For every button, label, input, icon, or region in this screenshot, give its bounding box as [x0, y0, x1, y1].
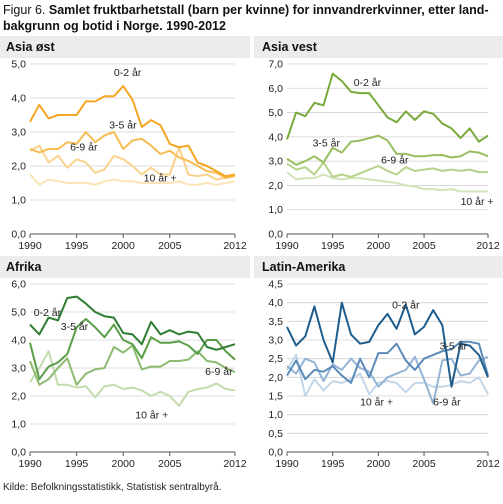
- series-label-afrika-2: 6-9 år: [205, 366, 233, 378]
- x-tick-afrika-2: 2000: [112, 458, 136, 470]
- y-tick-afrika-6: 6,0: [11, 279, 26, 291]
- figure-title: Figur 6. Samlet fruktbarhetstall (barn p…: [3, 2, 498, 34]
- series-label-latin-amerika-0: 0-2 år: [392, 299, 420, 311]
- y-tick-latin-amerika-5: 2,5: [268, 353, 283, 365]
- x-tick-asia-vest-0: 1990: [275, 240, 299, 252]
- y-tick-asia-vest-0: 0,0: [268, 229, 283, 241]
- y-tick-latin-amerika-6: 3,0: [268, 335, 283, 347]
- y-tick-latin-amerika-1: 0,5: [268, 428, 283, 440]
- x-tick-latin-amerika-1: 1995: [321, 458, 345, 470]
- y-tick-asia-vest-4: 4,0: [268, 131, 283, 143]
- panel-header-bg-latin-amerika: [254, 256, 503, 278]
- x-tick-asia-vest-4: 2012: [476, 240, 500, 252]
- series-label-afrika-1: 3-5 år: [61, 321, 89, 333]
- x-tick-afrika-0: 1990: [18, 458, 42, 470]
- y-tick-latin-amerika-7: 3,5: [268, 316, 283, 328]
- y-tick-asia-ost-0: 0,0: [11, 229, 26, 241]
- x-tick-afrika-1: 1995: [65, 458, 89, 470]
- panel-title-asia-ost: Asia øst: [6, 40, 55, 54]
- series-label-afrika-0: 0-2 år: [34, 307, 62, 319]
- x-tick-asia-ost-1: 1995: [65, 240, 89, 252]
- series-line-latin-amerika-2: [286, 355, 489, 405]
- x-tick-asia-ost-2: 2000: [112, 240, 136, 252]
- y-tick-afrika-0: 0,0: [11, 447, 26, 459]
- y-tick-latin-amerika-9: 4,5: [268, 279, 283, 291]
- y-tick-asia-vest-6: 6,0: [268, 83, 283, 95]
- x-tick-latin-amerika-4: 2012: [476, 458, 500, 470]
- series-label-asia-vest-1: 3-5 år: [313, 138, 341, 150]
- y-tick-asia-ost-5: 5,0: [11, 59, 26, 71]
- y-tick-asia-vest-2: 2,0: [268, 180, 283, 192]
- series-label-asia-vest-2: 6-9 år: [381, 155, 409, 167]
- series-line-asia-vest-3: [286, 171, 488, 193]
- panel-title-latin-amerika: Latin-Amerika: [262, 260, 346, 274]
- series-line-afrika-1: [29, 318, 236, 381]
- series-line-asia-ost-3: [29, 173, 236, 186]
- y-tick-asia-ost-4: 4,0: [11, 93, 26, 105]
- y-tick-asia-ost-2: 2,0: [11, 161, 26, 173]
- series-line-afrika-0: [29, 295, 236, 351]
- series-label-latin-amerika-1: 3-5 år: [440, 340, 468, 352]
- figure-title-line2: bakgrunn og botid i Norge. 1990-2012: [3, 19, 226, 33]
- series-label-asia-vest-3: 10 år +: [461, 196, 494, 208]
- x-tick-afrika-4: 2012: [223, 458, 247, 470]
- y-tick-afrika-1: 1,0: [11, 419, 26, 431]
- series-label-asia-ost-3: 10 år +: [144, 172, 177, 184]
- x-tick-latin-amerika-3: 2005: [412, 458, 436, 470]
- panel-header-bg-afrika: [0, 256, 250, 278]
- y-tick-afrika-3: 3,0: [11, 363, 26, 375]
- y-tick-asia-vest-3: 3,0: [268, 156, 283, 168]
- x-tick-asia-vest-1: 1995: [321, 240, 345, 252]
- series-label-asia-ost-0: 0-2 år: [114, 67, 142, 79]
- y-tick-afrika-4: 4,0: [11, 335, 26, 347]
- y-tick-latin-amerika-2: 1,0: [268, 409, 283, 421]
- series-line-asia-vest-0: [286, 72, 489, 143]
- series-line-asia-vest-1: [286, 134, 489, 166]
- series-line-latin-amerika-3: [286, 353, 489, 397]
- panel-title-afrika: Afrika: [6, 260, 42, 274]
- figure-title-line1: Samlet fruktbarhetstall (barn per kvinne…: [48, 3, 489, 17]
- y-tick-latin-amerika-3: 1,5: [268, 391, 283, 403]
- series-line-asia-ost-1: [29, 131, 236, 179]
- y-tick-afrika-5: 5,0: [11, 307, 26, 319]
- x-tick-asia-ost-4: 2012: [223, 240, 247, 252]
- y-tick-asia-vest-5: 5,0: [268, 107, 283, 119]
- series-line-afrika-3: [29, 350, 236, 407]
- y-tick-latin-amerika-0: 0,0: [268, 447, 283, 459]
- x-tick-latin-amerika-2: 2000: [367, 458, 391, 470]
- panel-title-asia-vest: Asia vest: [262, 40, 317, 54]
- series-label-asia-ost-1: 3-5 år: [109, 120, 137, 132]
- panel-header-bg-asia-ost: [0, 36, 250, 58]
- y-tick-afrika-2: 2,0: [11, 391, 26, 403]
- y-tick-latin-amerika-8: 4,0: [268, 297, 283, 309]
- x-tick-latin-amerika-0: 1990: [275, 458, 299, 470]
- series-label-asia-ost-2: 6-9 år: [70, 142, 98, 154]
- y-tick-latin-amerika-4: 2,0: [268, 372, 283, 384]
- y-tick-asia-ost-1: 1,0: [11, 195, 26, 207]
- panel-header-bg-asia-vest: [254, 36, 503, 58]
- y-tick-asia-vest-7: 7,0: [268, 59, 283, 71]
- y-tick-asia-ost-3: 3,0: [11, 127, 26, 139]
- series-line-latin-amerika-1: [286, 340, 489, 384]
- series-label-latin-amerika-2: 6-9 år: [433, 396, 461, 408]
- series-line-latin-amerika-0: [286, 301, 489, 388]
- series-label-afrika-3: 10 år +: [135, 409, 168, 421]
- series-line-asia-ost-0: [29, 85, 236, 178]
- y-tick-asia-vest-1: 1,0: [268, 204, 283, 216]
- series-line-asia-ost-2: [29, 144, 236, 181]
- series-label-latin-amerika-3: 10 år +: [360, 396, 393, 408]
- x-tick-asia-ost-0: 1990: [18, 240, 42, 252]
- x-tick-asia-vest-3: 2005: [412, 240, 436, 252]
- source-note: Kilde: Befolkningsstatistikk, Statistisk…: [3, 482, 222, 493]
- series-line-asia-vest-2: [286, 161, 488, 178]
- figure-label: Figur 6.: [3, 3, 46, 17]
- series-label-asia-vest-0: 0-2 år: [354, 77, 382, 89]
- x-tick-afrika-3: 2005: [158, 458, 182, 470]
- x-tick-asia-vest-2: 2000: [367, 240, 391, 252]
- x-tick-asia-ost-3: 2005: [158, 240, 182, 252]
